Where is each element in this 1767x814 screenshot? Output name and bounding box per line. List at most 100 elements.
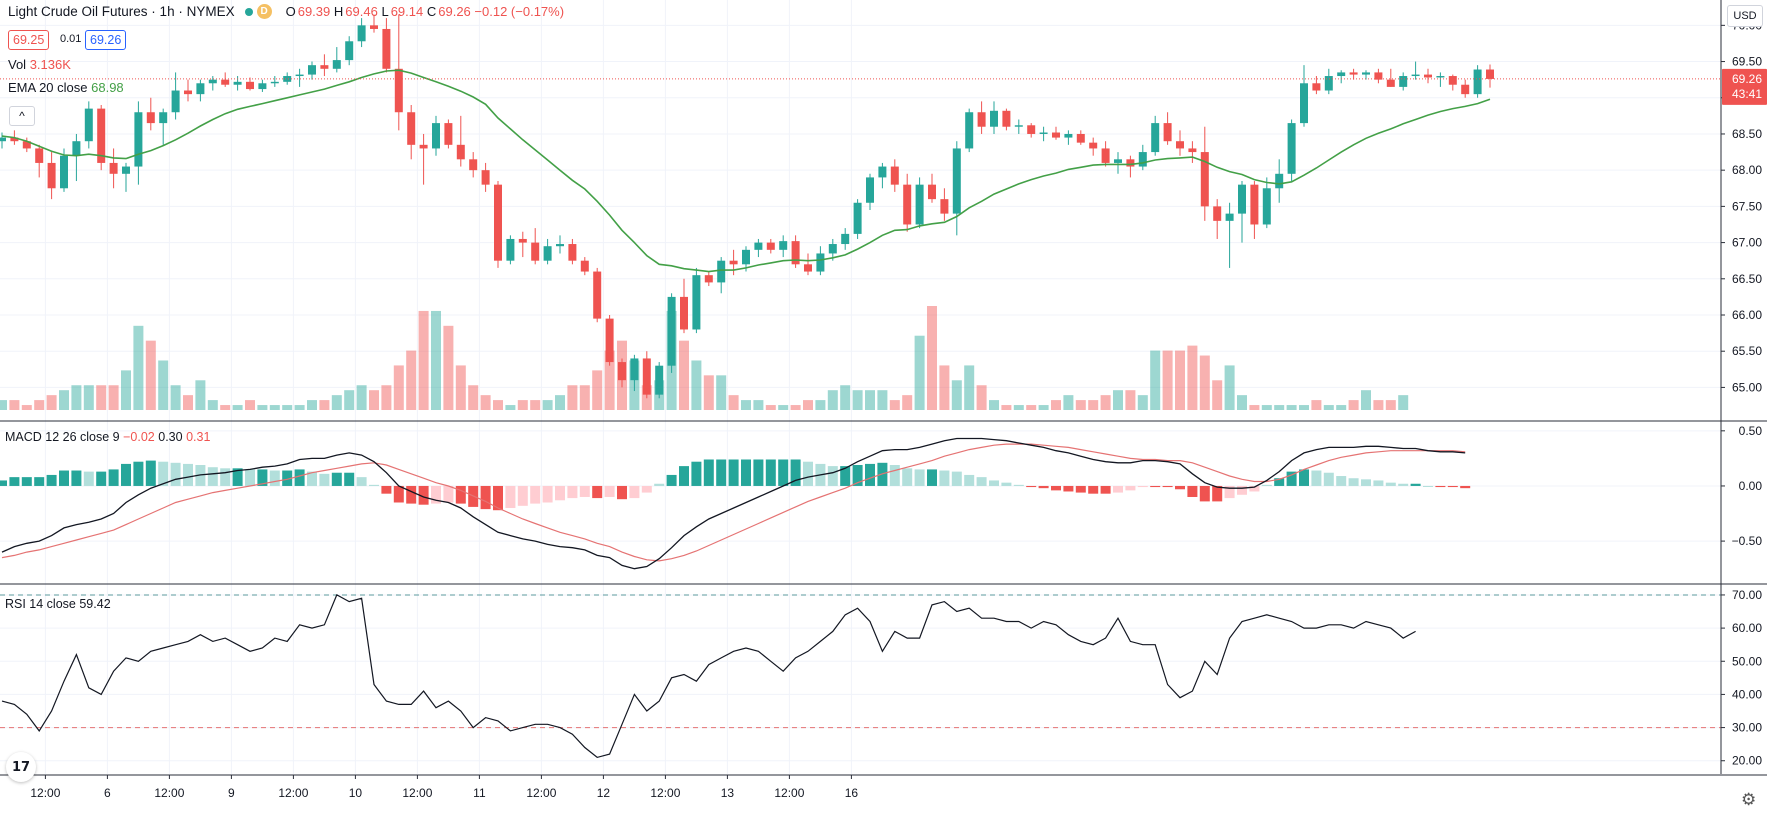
price-tick-label: 69.50: [1732, 55, 1762, 69]
candle-body: [1486, 69, 1494, 79]
collapse-legend-button[interactable]: ^: [9, 106, 35, 126]
candle-body: [1188, 148, 1197, 153]
macd-hist-bar: [207, 467, 218, 486]
volume-bar: [1088, 400, 1099, 410]
rsi-tick-label: 70.00: [1732, 588, 1762, 602]
volume-bar: [393, 365, 404, 410]
volume-bar: [59, 390, 69, 410]
macd-hist-bar: [641, 485, 652, 493]
macd-tick-label: 0.00: [1739, 479, 1763, 493]
candle-body: [1114, 159, 1122, 163]
grid-lines: [0, 0, 1721, 774]
candle-body: [1126, 159, 1135, 167]
volume-bar: [679, 340, 689, 410]
volume-bar: [703, 375, 714, 410]
macd-label[interactable]: MACD 12 26 close 9: [5, 430, 120, 444]
candle-body: [370, 25, 378, 29]
volume-bar: [1348, 400, 1359, 410]
candle-body: [965, 112, 974, 149]
macd-hist-bar: [183, 463, 193, 486]
candle-body: [47, 162, 56, 189]
candle-body: [357, 25, 366, 42]
volume-bar: [1175, 350, 1185, 410]
candle-body: [915, 184, 924, 225]
volume-bar: [1125, 390, 1136, 410]
candle-body: [419, 144, 428, 149]
ask-price-button[interactable]: 69.26: [85, 30, 127, 50]
macd-hist-bar: [865, 463, 875, 486]
data-badge[interactable]: D: [256, 4, 272, 19]
volume-bar: [1038, 405, 1049, 410]
macd-hist-bar: [480, 485, 491, 510]
volume-bar: [170, 385, 181, 410]
volume-bar: [1199, 355, 1210, 410]
macd-hist-bar: [1398, 483, 1409, 486]
candle-body: [1052, 132, 1060, 138]
currency-selector[interactable]: USD: [1727, 5, 1763, 27]
macd-hist-bar: [9, 477, 20, 486]
volume-bar: [542, 400, 553, 410]
candle-body: [233, 81, 242, 85]
macd-hist-bar: [71, 470, 82, 486]
volume-bar: [1336, 405, 1347, 410]
volume-bar: [1063, 395, 1074, 410]
volume-bar: [158, 360, 169, 410]
rsi-label[interactable]: RSI 14 close: [5, 597, 76, 611]
tradingview-logo[interactable]: 17: [6, 752, 36, 782]
change-value: −0.12 (−0.17%): [474, 4, 565, 19]
bid-price-button[interactable]: 69.25: [8, 30, 50, 50]
macd-hist-value: −0.02: [123, 430, 155, 444]
macd-hist-bar: [1013, 484, 1024, 486]
macd-hist-bar: [679, 466, 689, 486]
candle-body: [1312, 83, 1321, 91]
rsi-tick-label: 30.00: [1732, 721, 1762, 735]
volume-label[interactable]: Vol: [8, 57, 27, 72]
time-tick-label: 12:00: [650, 786, 680, 800]
candle-body: [1027, 125, 1036, 134]
candle-body: [1424, 74, 1432, 78]
candle-body: [1448, 76, 1457, 85]
macd-hist-bar: [1051, 485, 1061, 491]
candle-body: [22, 141, 31, 149]
candle-body: [816, 253, 825, 272]
macd-hist-bar: [505, 485, 516, 509]
volume-value: 3.136K: [29, 57, 71, 72]
volume-bar: [183, 395, 193, 410]
macd-hist-bar: [455, 485, 466, 504]
candle-body: [208, 79, 217, 84]
candle-body: [853, 202, 862, 234]
candle-body: [1014, 125, 1023, 127]
volume-bar: [1212, 380, 1223, 410]
candle-body: [791, 241, 800, 265]
macd-hist-bar: [1113, 485, 1123, 493]
macd-hist-bar: [989, 480, 999, 486]
candle-body: [1176, 141, 1184, 149]
candle-body: [742, 249, 750, 265]
time-tick-label: 16: [845, 786, 859, 800]
macd-hist-bar: [889, 465, 900, 486]
macd-hist-bar: [1435, 485, 1446, 488]
macd-hist-bar: [927, 469, 937, 486]
ema-label[interactable]: EMA 20 close: [8, 80, 88, 95]
candle-body: [804, 264, 812, 272]
candle-body: [890, 166, 899, 185]
candle-body: [518, 238, 527, 243]
volume-bar: [369, 390, 379, 410]
volume-bar: [1361, 390, 1371, 410]
candle-body: [878, 166, 887, 178]
volume-bar: [530, 400, 541, 410]
macd-hist-bar: [1311, 470, 1322, 486]
macd-line-value: 0.30: [158, 430, 183, 444]
volume-bar: [282, 405, 293, 410]
volume-bar: [1299, 405, 1309, 410]
macd-hist-bar: [245, 469, 255, 486]
volume-bar: [431, 310, 441, 410]
candle-body: [680, 296, 688, 330]
macd-hist-bar: [1063, 485, 1074, 492]
macd-hist-bar: [1274, 478, 1285, 486]
volume-bar: [902, 395, 913, 410]
symbol-title[interactable]: Light Crude Oil Futures · 1h · NYMEX: [8, 4, 235, 19]
macd-hist-bar: [1162, 485, 1173, 488]
settings-gear-icon[interactable]: ⚙: [1741, 790, 1757, 809]
